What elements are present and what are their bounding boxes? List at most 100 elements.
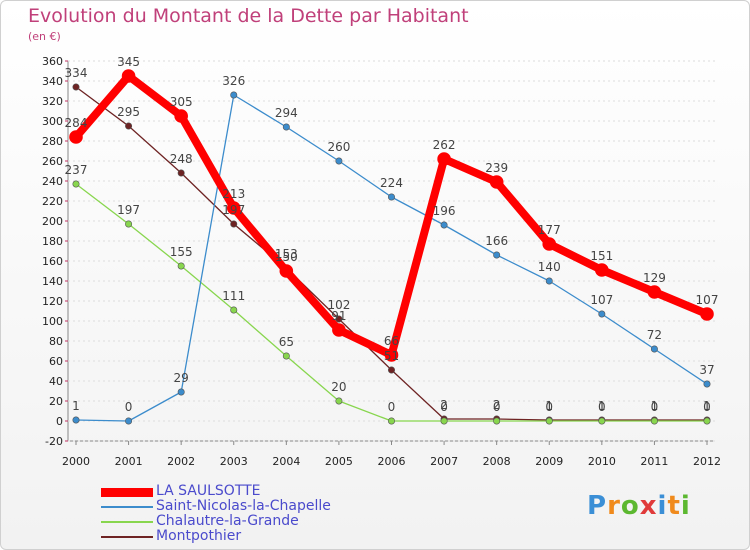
point-chalautre-la-grande <box>125 220 133 228</box>
point-montpothier <box>335 315 343 323</box>
data-label-chalautre-la-grande: 155 <box>170 245 193 259</box>
y-tick-label: 80 <box>49 335 63 348</box>
x-tick-label: 2006 <box>378 455 406 468</box>
y-tick-label: 140 <box>42 275 63 288</box>
point-la-saulsotte <box>174 109 188 123</box>
y-tick-label: 160 <box>42 255 63 268</box>
logo-letter: o <box>620 491 640 521</box>
point-saint-nicolas-la-chapelle <box>598 310 606 318</box>
y-tick-label: 20 <box>49 395 63 408</box>
data-label-saint-nicolas-la-chapelle: 326 <box>222 74 245 88</box>
data-label-montpothier: 51 <box>384 349 399 363</box>
point-saint-nicolas-la-chapelle <box>282 123 290 131</box>
point-la-saulsotte <box>279 264 294 278</box>
x-tick-label: 2010 <box>588 455 616 468</box>
data-label-la-saulsotte: 129 <box>643 271 666 285</box>
y-tick-label: 120 <box>42 295 63 308</box>
series-points <box>69 69 714 425</box>
legend-label: Montpothier <box>156 528 242 544</box>
data-label-montpothier: 2 <box>440 398 448 412</box>
data-label-saint-nicolas-la-chapelle: 196 <box>433 204 456 218</box>
point-la-saulsotte <box>647 285 662 299</box>
point-la-saulsotte <box>700 307 714 321</box>
point-saint-nicolas-la-chapelle <box>230 91 238 99</box>
y-tick-label: 260 <box>42 155 63 168</box>
point-saint-nicolas-la-chapelle <box>72 416 80 424</box>
data-label-chalautre-la-grande: 0 <box>388 400 396 414</box>
legend-swatch <box>101 536 153 538</box>
point-la-saulsotte <box>121 69 136 83</box>
y-tick-label: 280 <box>42 135 63 148</box>
data-label-saint-nicolas-la-chapelle: 224 <box>380 176 403 190</box>
legend-swatch <box>101 521 153 523</box>
y-tick-label: 180 <box>42 235 63 248</box>
x-tick-label: 2007 <box>430 455 458 468</box>
data-label-la-saulsotte: 284 <box>65 116 88 130</box>
point-saint-nicolas-la-chapelle <box>545 277 553 285</box>
y-ticks: -200204060801001201401601802002202402602… <box>42 55 715 448</box>
logo-letter: i <box>657 491 668 521</box>
x-tick-label: 2000 <box>62 455 90 468</box>
data-label-chalautre-la-grande: 0 <box>598 400 606 414</box>
series-line-la-saulsotte <box>72 72 711 359</box>
point-saint-nicolas-la-chapelle <box>177 388 185 396</box>
point-saint-nicolas-la-chapelle <box>650 345 658 353</box>
point-la-saulsotte <box>542 237 557 251</box>
data-label-saint-nicolas-la-chapelle: 166 <box>485 234 508 248</box>
x-tick-label: 2002 <box>167 455 195 468</box>
y-tick-label: 200 <box>42 215 63 228</box>
data-label-montpothier: 102 <box>327 298 350 312</box>
point-la-saulsotte <box>69 130 83 144</box>
x-tick-label: 2001 <box>115 455 143 468</box>
y-tick-label: 240 <box>42 175 63 188</box>
logo-letter: i <box>680 491 691 521</box>
data-label-chalautre-la-grande: 0 <box>651 400 659 414</box>
point-saint-nicolas-la-chapelle <box>125 417 133 425</box>
y-tick-label: 360 <box>42 55 63 68</box>
point-chalautre-la-grande <box>177 262 185 270</box>
point-chalautre-la-grande <box>650 417 658 425</box>
y-tick-label: 320 <box>42 95 63 108</box>
data-label-montpothier: 197 <box>222 203 245 217</box>
point-saint-nicolas-la-chapelle <box>387 193 395 201</box>
data-label-la-saulsotte: 107 <box>696 293 719 307</box>
y-tick-label: -20 <box>45 435 63 448</box>
data-label-saint-nicolas-la-chapelle: 260 <box>327 140 350 154</box>
y-tick-label: 40 <box>49 375 63 388</box>
y-tick-label: 300 <box>42 115 63 128</box>
point-la-saulsotte <box>384 348 399 362</box>
logo-letter: P <box>587 491 608 521</box>
data-label-montpothier: 1 <box>703 399 711 413</box>
data-label-chalautre-la-grande: 0 <box>703 400 711 414</box>
data-label-montpothier: 153 <box>275 247 298 261</box>
point-la-saulsotte <box>595 263 609 277</box>
legend-label: LA SAULSOTTE <box>156 483 261 499</box>
data-label-montpothier: 1 <box>598 399 606 413</box>
data-label-chalautre-la-grande: 237 <box>65 163 88 177</box>
point-la-saulsotte <box>437 152 451 166</box>
data-label-chalautre-la-grande: 0 <box>493 400 501 414</box>
data-label-montpothier: 2 <box>493 398 501 412</box>
data-label-montpothier: 295 <box>117 105 140 119</box>
data-label-saint-nicolas-la-chapelle: 29 <box>174 371 189 385</box>
data-label-chalautre-la-grande: 0 <box>440 400 448 414</box>
data-label-montpothier: 1 <box>545 399 553 413</box>
point-saint-nicolas-la-chapelle <box>335 157 343 165</box>
point-chalautre-la-grande <box>598 417 606 425</box>
data-label-montpothier: 248 <box>170 152 193 166</box>
point-saint-nicolas-la-chapelle <box>493 251 501 259</box>
x-tick-label: 2011 <box>640 455 668 468</box>
point-montpothier <box>177 169 185 177</box>
data-label-saint-nicolas-la-chapelle: 1 <box>72 399 80 413</box>
point-chalautre-la-grande <box>387 417 395 425</box>
point-chalautre-la-grande <box>282 352 290 360</box>
point-montpothier <box>387 366 395 374</box>
data-label-chalautre-la-grande: 111 <box>222 289 245 303</box>
x-tick-label: 2008 <box>483 455 511 468</box>
data-label-montpothier: 334 <box>65 66 88 80</box>
point-saint-nicolas-la-chapelle <box>440 221 448 229</box>
logo-letter: x <box>639 491 658 521</box>
